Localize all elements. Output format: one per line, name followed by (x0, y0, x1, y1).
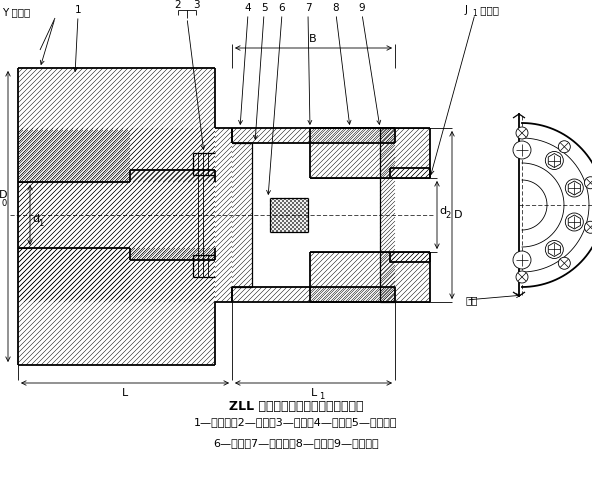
Circle shape (558, 257, 570, 269)
Circle shape (545, 241, 564, 258)
Circle shape (516, 271, 528, 283)
Text: 7: 7 (305, 3, 311, 13)
Circle shape (584, 221, 592, 233)
Circle shape (516, 127, 528, 139)
Text: ZLL 型带制动轮弹性柱销齿式联轴器: ZLL 型带制动轮弹性柱销齿式联轴器 (229, 400, 363, 413)
Text: 6: 6 (279, 3, 285, 13)
Text: 1: 1 (38, 218, 43, 228)
Circle shape (513, 141, 531, 159)
Text: d: d (439, 206, 446, 216)
Circle shape (545, 151, 564, 170)
Text: L: L (310, 388, 317, 398)
Text: 3: 3 (192, 0, 200, 10)
Text: J: J (465, 5, 468, 15)
Text: 6—柱销；7—外挡圈；8—挡圈；9—半联轴器: 6—柱销；7—外挡圈；8—挡圈；9—半联轴器 (213, 438, 379, 448)
Text: 4: 4 (244, 3, 252, 13)
Text: 型轴孔: 型轴孔 (477, 5, 499, 15)
Text: L: L (122, 388, 128, 398)
Text: 9: 9 (359, 3, 365, 13)
Text: B: B (309, 34, 317, 44)
Circle shape (558, 141, 570, 153)
Text: 1: 1 (472, 10, 477, 18)
Text: 2: 2 (445, 211, 451, 219)
Circle shape (584, 177, 592, 189)
Text: 5: 5 (260, 3, 268, 13)
Text: 8: 8 (333, 3, 339, 13)
Circle shape (565, 179, 583, 197)
Text: 2: 2 (175, 0, 181, 10)
Text: 0: 0 (2, 199, 7, 207)
Text: d: d (32, 214, 39, 224)
Text: 标志: 标志 (466, 295, 478, 305)
Text: Y 型轴孔: Y 型轴孔 (2, 7, 30, 17)
Text: D: D (0, 190, 7, 200)
Circle shape (513, 251, 531, 269)
Text: 1: 1 (320, 392, 325, 401)
Text: 1: 1 (75, 5, 81, 15)
Text: 1—制动轮；2—螺栓；3—垫圈；4—外套；5—内挡板；: 1—制动轮；2—螺栓；3—垫圈；4—外套；5—内挡板； (194, 417, 398, 427)
Circle shape (565, 213, 583, 231)
Text: D: D (454, 210, 462, 220)
